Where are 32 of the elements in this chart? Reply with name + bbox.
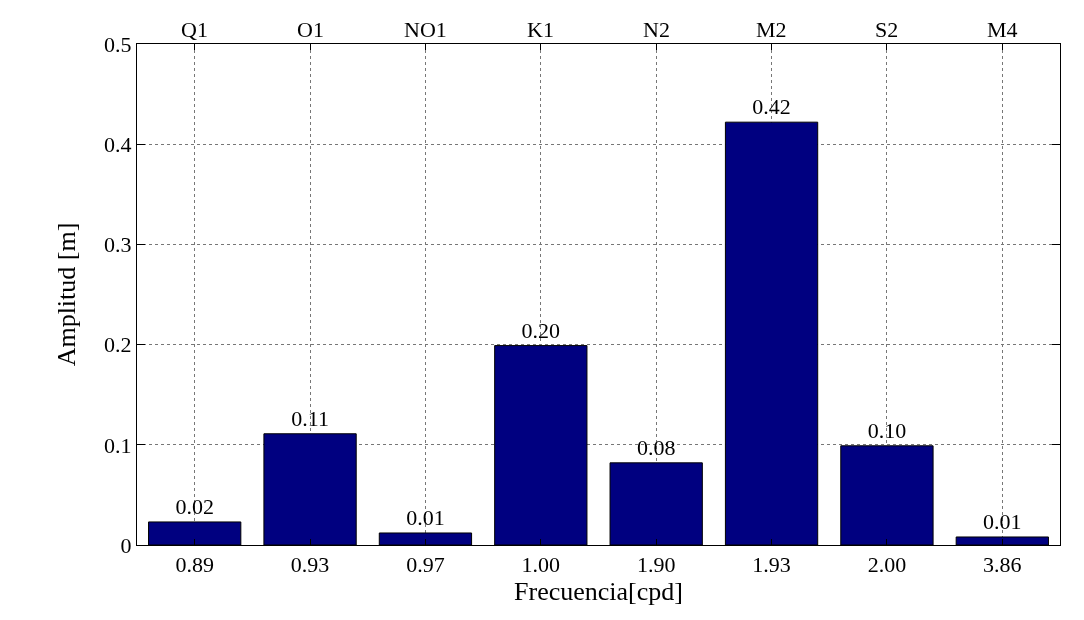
annotation: Q1 [181,17,208,42]
y-axis-title: Amplitud [m] [52,222,81,367]
x-tick-label: 0.89 [175,552,214,578]
annotation: N2 [643,17,670,42]
data-label: 0.42 [752,94,791,120]
annotation: M4 [987,17,1018,42]
x-tick-label: 1.00 [521,552,561,578]
data-label: 0.10 [867,417,907,443]
annotation: M2 [756,17,787,42]
x-axis-title: Frecuencia[cpd] [514,577,683,607]
x-tick-label: 2.00 [867,552,907,578]
x-tick-label: 1.90 [636,552,676,578]
annotation: O1 [297,17,324,42]
x-tick-label: 0.97 [406,552,445,578]
data-label: 0.08 [636,434,676,460]
y-tick-label: 0 [120,532,132,558]
data-label: 0.11 [291,405,329,431]
data-label: 0.01 [406,504,445,530]
y-tick-label: 0.1 [104,432,132,458]
annotation: S2 [875,17,899,42]
annotation: NO1 [404,17,447,42]
y-tick-label: 0.2 [104,332,132,358]
data-label: 0.20 [521,317,561,343]
y-tick-label: 0.4 [104,131,132,157]
x-tick-label: 0.93 [290,552,330,578]
y-tick-label: 0.3 [104,232,132,258]
x-tick-label: 1.93 [752,552,791,578]
data-label: 0.01 [983,508,1022,534]
annotation: K1 [527,17,554,42]
data-label: 0.02 [175,493,214,519]
y-tick-label: 0.5 [104,31,132,57]
x-tick-label: 3.86 [983,552,1022,578]
